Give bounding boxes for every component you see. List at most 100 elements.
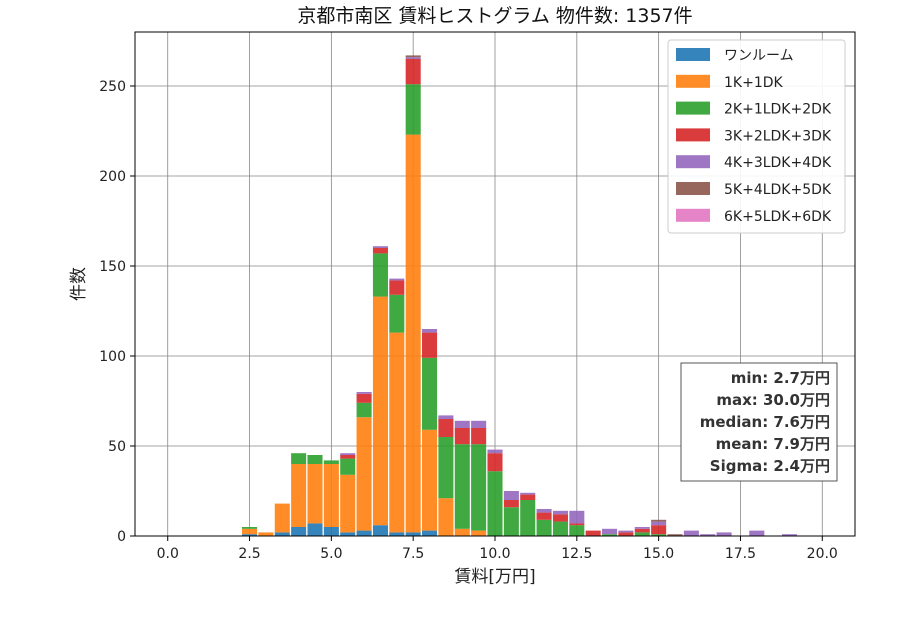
bar-segment-series-1 [274,503,290,533]
bar-segment-series-3 [454,428,470,445]
bar-segment-series-3 [340,455,356,459]
bar-segment-series-3 [634,528,650,533]
bar-segment-series-2 [536,519,552,536]
bar-segment-series-1 [307,464,323,524]
legend-label: 3K+2LDK+3DK [724,128,832,144]
legend-swatch [676,128,710,142]
bar-segment-series-3 [471,428,487,445]
legend-label: 4K+3LDK+4DK [724,155,832,171]
stats-frame [680,362,838,482]
stats-sigma: Sigma: 2.4万円 [710,457,830,475]
bar-segment-series-4 [389,278,405,281]
legend-swatch [676,182,710,195]
bar-segment-series-1 [340,474,356,533]
legend-label: ワンルーム [724,48,794,64]
bar-segment-series-4 [487,449,503,454]
bar-segment-series-4 [569,510,585,524]
legend: ワンルーム 1K+1DK 2K+1LDK+2DK 3K+2LDK+3DK 4K+3LDK… [667,39,846,234]
bar-segment-series-0 [242,534,258,536]
bar-segment-series-3 [552,514,568,522]
bar-segment-series-2 [552,521,568,536]
stats-box: min: 2.7万円 max: 30.0万円 median: 7.6万円 mea… [680,362,838,482]
bar-segment-series-4 [405,57,421,59]
bar-segment-series-3 [372,248,388,254]
bar-segment-series-5 [651,519,667,522]
bar-segment-series-0 [372,525,388,536]
bar-segment-series-5 [667,534,683,536]
bar-segment-series-3 [520,494,536,500]
bar-segment-series-2 [307,455,323,464]
bar-segment-series-2 [520,500,536,536]
bar-segment-series-0 [307,523,323,536]
x-axis-label: 賃料[万円] [454,567,535,587]
bar-segment-series-2 [340,458,356,475]
bar-segment-series-4 [683,530,699,536]
legend-swatch [676,74,710,88]
bar-segment-series-5 [405,55,421,58]
bar-segment-series-4 [651,521,667,526]
bar-segment-series-1 [258,532,274,536]
bar-segment-series-0 [356,530,372,536]
bar-segment-series-3 [487,453,503,472]
bar-segment-series-1 [438,498,454,536]
bar-segment-series-1 [242,528,258,535]
bar-segment-series-4 [552,510,568,515]
bar-segment-series-2 [471,444,487,531]
bar-segment-series-4 [438,415,454,419]
x-tick-label: 2.5 [238,546,260,562]
bar-segment-series-2 [372,253,388,297]
bar-segment-series-3 [438,419,454,437]
bar-segment-series-3 [651,525,667,535]
bar-segment-series-2 [454,444,470,529]
bar-segment-series-4 [471,420,487,428]
x-tick-label: 0.0 [157,546,179,562]
x-tick-label: 10.0 [479,546,510,562]
stats-mean: mean: 7.9万円 [716,435,830,453]
legend-label: 1K+1DK [724,75,784,91]
bar-segment-series-4 [536,509,552,513]
x-tick-label: 17.5 [725,546,756,562]
x-tick-label: 12.5 [561,546,592,562]
bar-segment-series-0 [422,530,438,536]
bar-segment-series-0 [323,527,339,536]
x-tick-label: 20.0 [807,546,838,562]
bar-segment-series-4 [356,392,372,394]
bar-segment-series-2 [602,534,618,536]
bar-segment-series-1 [291,464,307,527]
legend-swatch [676,208,710,222]
axis-ticks: 0.0 2.5 5.0 7.5 10.0 12.5 15.0 17.5 20.0 0 50 100 15… [99,79,838,562]
bar-segment-series-2 [422,357,438,430]
bar-segment-series-4 [422,329,438,333]
bar-segment-series-2 [291,453,307,464]
bar-segment-series-1 [389,332,405,533]
bar-segment-series-4 [520,492,536,495]
bar-segment-series-0 [291,527,307,536]
stats-max: max: 30.0万円 [716,391,830,409]
bar-segment-series-3 [389,280,405,295]
bar-segment-series-3 [585,530,601,536]
bar-segment-series-1 [471,530,487,536]
bar-segment-series-3 [618,532,634,536]
bar-segment-series-0 [274,532,290,536]
bar-segment-series-3 [356,393,372,403]
bar-segment-series-3 [536,512,552,520]
y-tick-label: 0 [117,529,126,545]
bars [242,55,798,536]
legend-swatch [676,101,710,115]
legend-label: 2K+1LDK+2DK [724,102,832,118]
y-tick-label: 100 [99,349,126,365]
x-tick-label: 5.0 [320,546,342,562]
bar-segment-series-2 [405,84,421,135]
bar-segment-series-4 [700,534,716,536]
bar-segment-series-2 [487,471,503,536]
bar-segment-series-0 [389,532,405,536]
bar-segment-series-4 [782,534,798,536]
bar-segment-series-2 [503,507,519,536]
bar-segment-series-1 [356,417,372,531]
bar-segment-series-4 [618,530,634,533]
stats-median: median: 7.6万円 [700,413,830,431]
bar-segment-series-1 [372,296,388,526]
bar-segment-series-2 [569,525,585,536]
bar-segment-series-2 [323,460,339,464]
bar-segment-series-3 [422,332,438,358]
